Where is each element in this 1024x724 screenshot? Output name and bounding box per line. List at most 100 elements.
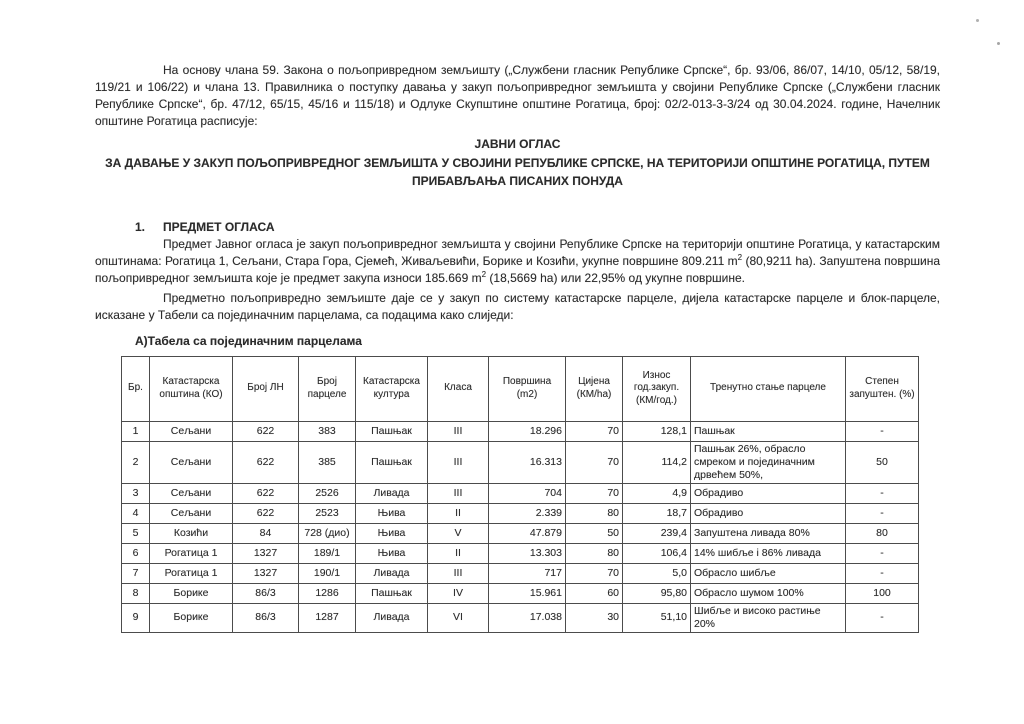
table-cell: 622 (232, 502, 299, 524)
table-cell: 4 (121, 502, 150, 524)
scan-speck (997, 42, 1000, 45)
table-cell: 70 (565, 440, 623, 484)
table-cell: Њива (355, 542, 428, 564)
table-cell: 1327 (232, 542, 299, 564)
table-row: 5 Козићи 84 728 (дио) Њива V 47.879 50 239,4 Запу… (121, 522, 919, 544)
column-header: Тренутно стање парцеле (690, 355, 846, 422)
table-cell: 2 (121, 440, 150, 484)
table-cell: III (427, 440, 489, 484)
table-cell: - (845, 482, 919, 504)
table-cell: - (845, 542, 919, 564)
table-cell: 100 (845, 582, 919, 604)
column-header: Класа (427, 355, 489, 422)
parcels-table: Бр. Катастарска општина (КО) Број ЛН Број п… (121, 355, 919, 633)
table-cell: 622 (232, 440, 299, 484)
table-cell: 86/3 (232, 582, 299, 604)
table-cell: Сељани (149, 440, 233, 484)
table-cell: Ливада (355, 602, 428, 633)
table-cell: 1287 (298, 602, 356, 633)
table-cell: 17.038 (488, 602, 566, 633)
table-body: 1 Сељани 622 383 Пашњак III 18.296 70 128,1 Пашња… (121, 420, 919, 633)
table-cell: 86/3 (232, 602, 299, 633)
table-row: 9 Борике 86/3 1287 Ливада VI 17.038 30 51,10 Шибљ… (121, 602, 919, 633)
section-1-heading: 1. ПРЕДМЕТ ОГЛАСА (95, 219, 940, 236)
table-cell: 13.303 (488, 542, 566, 564)
table-cell: Рогатица 1 (149, 562, 233, 584)
table-row: 7 Рогатица 1 1327 190/1 Ливада III 717 70 5,0 Обр… (121, 562, 919, 584)
table-cell: III (427, 482, 489, 504)
table-row: 4 Сељани 622 2523 Њива II 2.339 80 18,7 Обрадиво - (121, 502, 919, 524)
table-cell: 16.313 (488, 440, 566, 484)
table-cell: 6 (121, 542, 150, 564)
table-header-row: Бр. Катастарска општина (КО) Број ЛН Број п… (121, 355, 919, 422)
column-header: Катастарска општина (КО) (149, 355, 233, 422)
section-number: 1. (135, 219, 146, 234)
table-cell: 2.339 (488, 502, 566, 524)
table-cell: Козићи (149, 522, 233, 544)
table-cell: 5,0 (622, 562, 691, 584)
subject-text-3: (18,5669 ha) или 22,95% од укупне површи… (486, 270, 746, 285)
table-cell: 385 (298, 440, 356, 484)
table-cell: Сељани (149, 502, 233, 524)
title-line-3: ПРИБАВЉАЊА ПИСАНИХ ПОНУДА (412, 174, 623, 188)
table-cell: Ливада (355, 482, 428, 504)
subject-text-1: Предмет Јавног огласа је закуп пољопривр… (95, 236, 940, 268)
table-cell: 14% шибље i 86% ливада (690, 542, 846, 564)
column-header: Бр. (121, 355, 150, 422)
table-cell: - (845, 420, 919, 442)
table-cell: 3 (121, 482, 150, 504)
table-cell: 383 (298, 420, 356, 442)
table-cell: Запуштена ливада 80% (690, 522, 846, 544)
table-cell: 8 (121, 582, 150, 604)
table-cell: 190/1 (298, 562, 356, 584)
column-header: Број парцеле (298, 355, 356, 422)
document-content: На основу члана 59. Закона о пољопривред… (95, 63, 940, 633)
table-cell: Борике (149, 602, 233, 633)
table-cell: Обрадиво (690, 502, 846, 524)
table-cell: 9 (121, 602, 150, 633)
table-cell: 70 (565, 562, 623, 584)
document-title: ЈАВНИ ОГЛАС ЗА ДАВАЊЕ У ЗАКУП ПОЉОПРИВРЕ… (95, 135, 940, 191)
table-cell: 704 (488, 482, 566, 504)
table-cell: Ливада (355, 562, 428, 584)
table-cell: 30 (565, 602, 623, 633)
subject-paragraph: Предмет Јавног огласа је закуп пољопривр… (95, 236, 940, 287)
table-cell: VI (427, 602, 489, 633)
table-cell: 728 (дио) (298, 522, 356, 544)
table-cell: 47.879 (488, 522, 566, 544)
table-row: 1 Сељани 622 383 Пашњак III 18.296 70 128,1 Пашња… (121, 420, 919, 442)
table-cell: Пашњак (355, 582, 428, 604)
scan-speck (976, 19, 979, 22)
table-cell: 1 (121, 420, 150, 442)
table-label: А)Табела са појединачним парцелама (135, 333, 362, 348)
subject-text-2: (80,9211 ha). Запуштена површина пољопри… (95, 253, 941, 285)
table-cell: 80 (845, 522, 919, 544)
table-cell: 4,9 (622, 482, 691, 504)
table-cell: 60 (565, 582, 623, 604)
table-cell: 2523 (298, 502, 356, 524)
table-cell: 2526 (298, 482, 356, 504)
table-cell: 50 (845, 440, 919, 484)
table-cell: Шибље и високо растиње 20% (690, 602, 846, 633)
table-cell: 80 (565, 502, 623, 524)
table-cell: 717 (488, 562, 566, 584)
table-cell: Пашњак (690, 420, 846, 442)
table-cell: Њива (355, 522, 428, 544)
table-row: 6 Рогатица 1 1327 189/1 Њива II 13.303 80 106,4 1… (121, 542, 919, 564)
column-header: Површина (m2) (488, 355, 566, 422)
table-cell: 1327 (232, 562, 299, 584)
table-cell: 18.296 (488, 420, 566, 442)
table-row: 8 Борике 86/3 1286 Пашњак IV 15.961 60 95,80 Обра… (121, 582, 919, 604)
table-cell: Рогатица 1 (149, 542, 233, 564)
table-cell: III (427, 562, 489, 584)
table-cell: V (427, 522, 489, 544)
table-cell: II (427, 502, 489, 524)
table-cell: 18,7 (622, 502, 691, 524)
table-cell: Сељани (149, 482, 233, 504)
table-cell: 5 (121, 522, 150, 544)
table-cell: II (427, 542, 489, 564)
table-cell: 114,2 (622, 440, 691, 484)
table-cell: 95,80 (622, 582, 691, 604)
table-cell: 622 (232, 482, 299, 504)
